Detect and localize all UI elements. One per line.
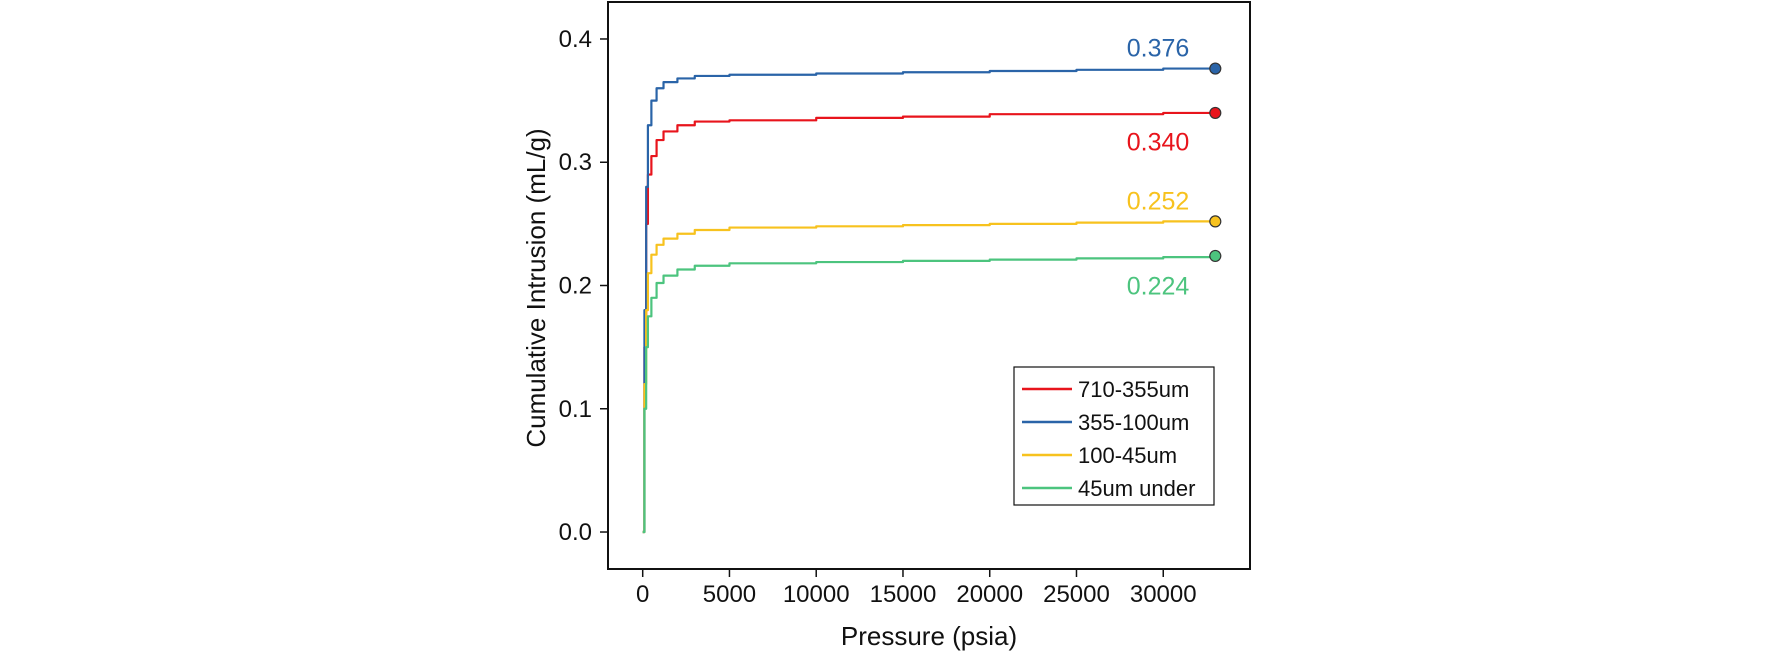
x-tick-label: 10000: [783, 581, 850, 608]
series-end-marker-1: [1209, 62, 1222, 75]
series-layer: [642, 67, 1216, 534]
x-axis-title: Pressure (psia): [841, 621, 1017, 651]
x-tick-label: 25000: [1043, 581, 1110, 608]
series-end-marker-3: [1209, 249, 1222, 263]
x-tick-label: 5000: [703, 581, 756, 608]
legend-label-3: 45um under: [1078, 476, 1195, 501]
series-line-0: [642, 111, 1216, 534]
y-tick-label: 0.4: [559, 26, 592, 53]
legend-label-1: 355-100um: [1078, 410, 1189, 435]
y-axis-ticks: 0.0 0.1 0.2 0.3 0.4: [559, 26, 608, 546]
x-tick-label: 20000: [956, 581, 1023, 608]
end-value-label-0: 0.376: [1127, 35, 1190, 63]
series-end-marker-0: [1209, 106, 1222, 120]
series-line-1: [642, 67, 1216, 534]
series-line-3: [642, 256, 1216, 534]
x-tick-label: 0: [636, 581, 649, 608]
legend-label-2: 100-45um: [1078, 443, 1177, 468]
y-tick-label: 0.1: [559, 396, 592, 423]
y-tick-label: 0.2: [559, 273, 592, 300]
end-value-label-3: 0.224: [1127, 273, 1190, 301]
y-axis-title: Cumulative Intrusion (mL/g): [521, 128, 551, 447]
end-markers: [1209, 62, 1222, 263]
x-axis-ticks: 0 5000 10000 15000 20000 25000 30000: [636, 569, 1197, 608]
y-tick-label: 0.3: [559, 149, 592, 176]
series-end-marker-2: [1209, 215, 1222, 228]
end-value-label-1: 0.340: [1127, 128, 1190, 156]
legend-label-0: 710-355um: [1078, 377, 1189, 402]
end-value-label-2: 0.252: [1127, 187, 1190, 215]
x-tick-label: 30000: [1130, 581, 1197, 608]
legend-entries: 710-355um 355-100um 100-45um 45um under: [1022, 377, 1195, 501]
legend: 710-355um 355-100um 100-45um 45um under: [1013, 366, 1215, 506]
x-tick-label: 15000: [870, 581, 937, 608]
series-line-2: [642, 220, 1216, 534]
end-value-labels: 0.376 0.340 0.252 0.224: [1127, 35, 1190, 301]
y-tick-label: 0.0: [559, 519, 592, 546]
